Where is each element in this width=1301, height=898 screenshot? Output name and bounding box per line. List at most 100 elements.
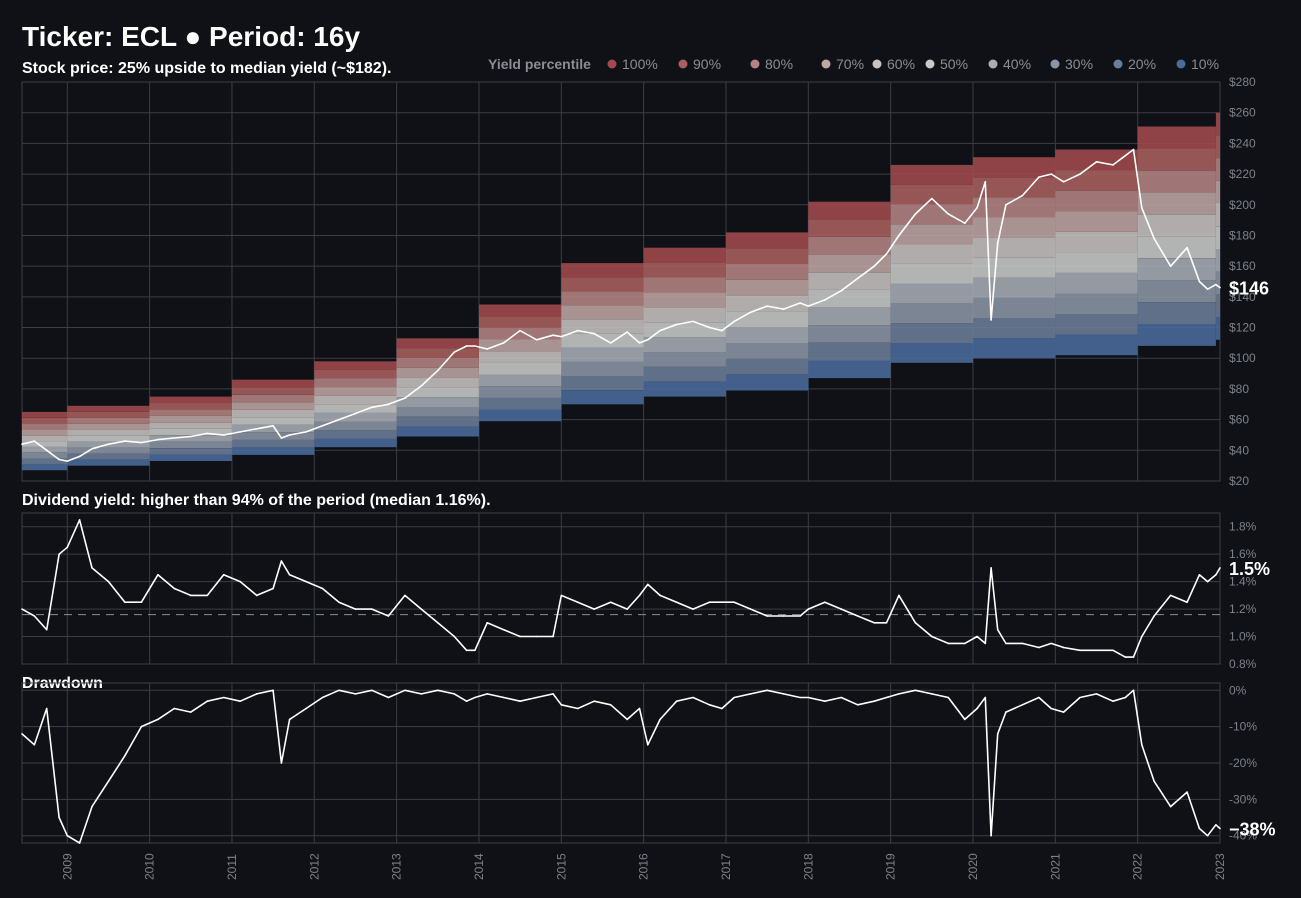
yield-band — [1215, 135, 1220, 159]
data-point — [577, 601, 579, 603]
x-tick-label: 2021 — [1048, 853, 1062, 880]
data-point — [1005, 642, 1007, 645]
data-point — [560, 594, 563, 597]
yield-band — [643, 381, 726, 397]
data-point — [387, 403, 390, 406]
x-tick-label: 2015 — [554, 853, 568, 880]
data-point — [140, 441, 143, 444]
data-point — [453, 351, 456, 353]
data-point — [465, 345, 468, 347]
yield-band — [232, 402, 315, 410]
yield-band — [149, 435, 232, 442]
yield-band — [232, 447, 315, 455]
data-point — [305, 707, 307, 710]
yield-last-label: 1.5% — [1229, 559, 1270, 579]
data-point — [984, 696, 987, 699]
data-point — [465, 649, 468, 652]
yield-band — [149, 448, 232, 455]
data-point — [190, 594, 192, 597]
data-point — [1112, 164, 1114, 166]
data-point — [984, 642, 987, 645]
y-tick-label: $160 — [1229, 259, 1256, 273]
data-point — [898, 234, 900, 237]
yield-band — [396, 357, 479, 368]
yield-band — [22, 435, 68, 442]
y-tick-label: -20% — [1229, 756, 1257, 770]
yield-band — [1137, 324, 1216, 346]
yield-band — [22, 411, 68, 418]
data-point — [708, 704, 711, 706]
data-point — [1215, 824, 1217, 826]
data-point — [255, 428, 258, 430]
yield-band — [973, 318, 1056, 339]
data-point — [873, 265, 875, 268]
data-point — [914, 689, 917, 692]
legend-label: 40% — [1003, 56, 1031, 72]
data-point — [1062, 181, 1065, 183]
yield-band — [232, 409, 315, 418]
yield-band — [232, 417, 315, 425]
legend-label: 10% — [1191, 56, 1219, 72]
data-point — [255, 693, 258, 695]
data-point — [996, 242, 999, 244]
yield-band — [1215, 180, 1220, 204]
yield-band — [396, 426, 479, 437]
data-point — [1198, 280, 1201, 283]
y-tick-label: $40 — [1229, 443, 1249, 457]
yield-band — [1215, 226, 1220, 249]
data-point — [856, 277, 859, 280]
x-tick-label: 2013 — [390, 853, 404, 880]
data-point — [1186, 246, 1188, 249]
legend-swatch — [678, 59, 688, 69]
data-point — [272, 425, 274, 427]
data-point — [272, 689, 274, 692]
yield-band — [890, 303, 973, 324]
yield-band — [973, 197, 1056, 218]
data-point — [1186, 791, 1188, 793]
data-point — [675, 601, 678, 603]
yield-band — [561, 291, 644, 306]
data-point — [898, 693, 900, 695]
yield-band — [1215, 112, 1220, 136]
yield-band — [561, 390, 644, 405]
yield-band — [808, 360, 891, 379]
data-point — [1219, 286, 1221, 289]
panel-frame — [21, 512, 1221, 665]
data-point — [206, 432, 209, 435]
data-point — [799, 615, 801, 617]
yield-band — [149, 441, 232, 449]
data-point — [675, 323, 678, 326]
data-point — [931, 693, 933, 695]
data-point — [964, 718, 966, 721]
yield-band — [396, 338, 479, 349]
yield-band — [561, 263, 644, 278]
data-point — [387, 696, 390, 699]
yield-band — [890, 224, 973, 245]
yield-band — [890, 184, 973, 205]
data-point — [371, 406, 373, 409]
data-point — [1206, 834, 1209, 837]
drawdown-panel: -40% -30% -20% -10% 0% −38% — [21, 682, 1276, 844]
yield-band — [149, 409, 232, 416]
y-tick-label: $220 — [1229, 167, 1256, 181]
data-point — [1153, 237, 1155, 240]
legend-label: 20% — [1128, 56, 1156, 72]
data-point — [280, 762, 283, 764]
yield-band — [643, 307, 726, 323]
y-tick-label: $280 — [1229, 75, 1256, 89]
data-point — [1141, 635, 1143, 638]
data-point — [91, 448, 93, 450]
data-point — [990, 567, 992, 569]
data-point — [45, 449, 48, 452]
data-point — [659, 329, 661, 332]
drawdown-last-label: −38% — [1229, 819, 1276, 839]
yield-band — [479, 397, 562, 410]
data-point — [873, 622, 875, 624]
data-point — [840, 608, 843, 610]
data-point — [782, 308, 785, 310]
data-point — [474, 345, 476, 347]
data-point — [1219, 567, 1221, 569]
yield-band — [726, 232, 809, 249]
data-point — [990, 319, 992, 321]
yield-band — [232, 439, 315, 448]
